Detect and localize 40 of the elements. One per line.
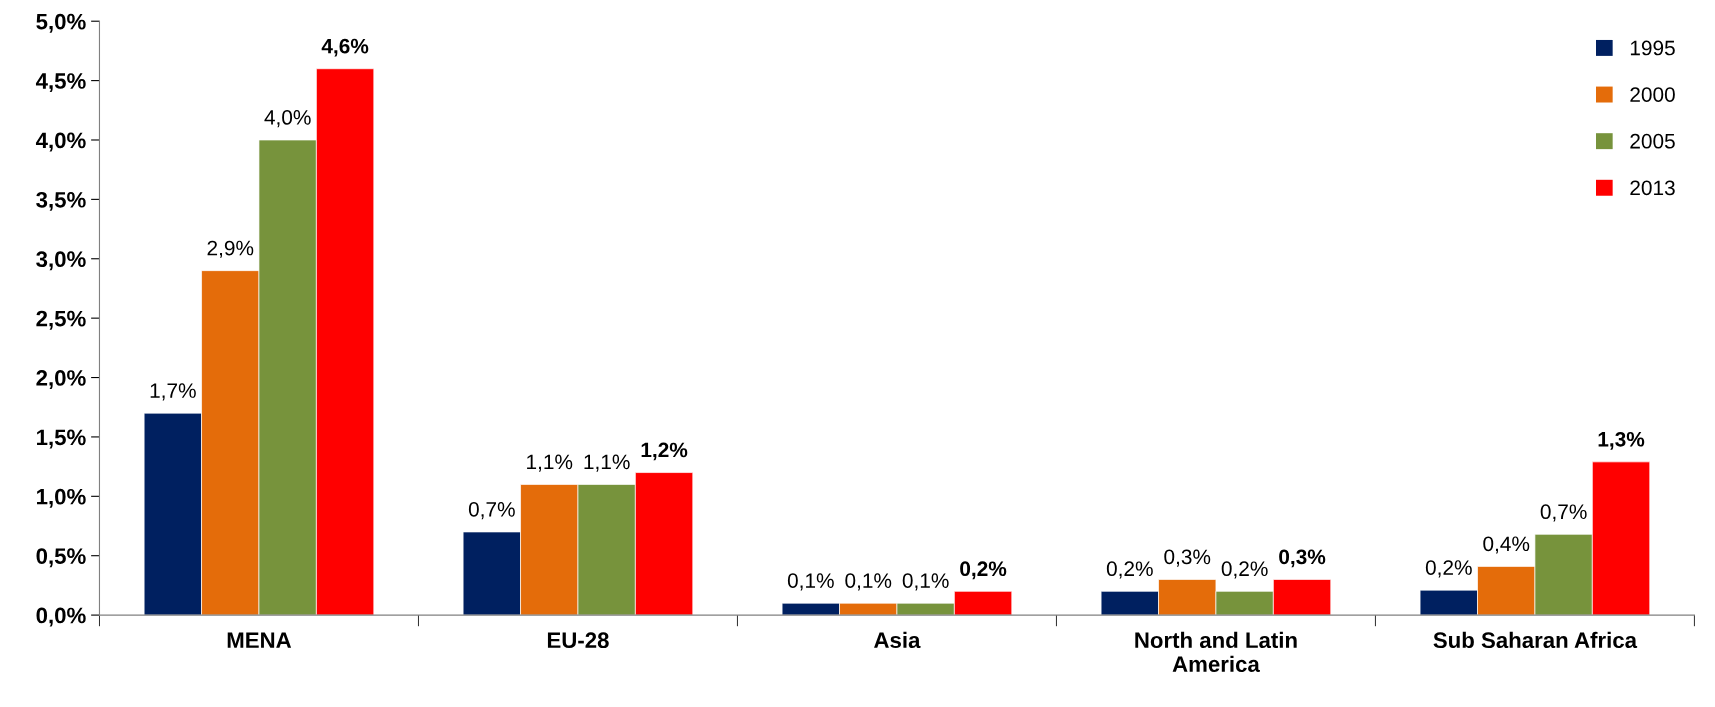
y-tick-label: 5,0% — [36, 13, 86, 33]
x-tick-label: MENA — [227, 632, 292, 648]
data-label: 0,1% — [787, 573, 834, 591]
data-label: 0,3% — [1164, 549, 1211, 567]
data-label: 1,7% — [150, 383, 196, 401]
x-tick-label: EU-28 — [547, 632, 609, 649]
y-tick-label: 2,5% — [36, 310, 86, 330]
legend-label: 2013 — [1630, 180, 1675, 196]
data-label: 0,7% — [1540, 504, 1587, 522]
data-label: 0,3% — [1279, 549, 1326, 568]
y-tick-label: 3,5% — [36, 191, 86, 211]
data-label: 1,3% — [1598, 431, 1645, 450]
data-label: 2,9% — [207, 240, 254, 258]
y-tick-label: 0,0% — [36, 607, 86, 627]
legend-label: 1995 — [1630, 40, 1675, 56]
x-tick-label: Sub Saharan Africa — [1433, 631, 1638, 649]
data-label: 0,2% — [1106, 561, 1153, 579]
y-tick-label: 3,0% — [36, 251, 86, 271]
data-label: 0,1% — [845, 573, 892, 591]
data-label: 0,4% — [1483, 536, 1530, 554]
x-tick-label: Asia — [874, 631, 921, 649]
data-label: 4,0% — [264, 110, 311, 128]
data-label: 0,2% — [1425, 560, 1472, 578]
data-label: 1,1% — [527, 454, 573, 472]
y-tick-label: 1,0% — [37, 488, 86, 508]
y-tick-label: 4,5% — [35, 73, 86, 93]
data-label: 1,2% — [641, 442, 688, 461]
data-label: 0,2% — [1221, 561, 1268, 579]
y-tick-label: 2,0% — [36, 370, 86, 390]
data-label: 0,1% — [902, 573, 949, 591]
data-label: 0,2% — [960, 561, 1007, 580]
y-tick-label: 0,5% — [36, 548, 86, 568]
legend-label: 2005 — [1630, 133, 1675, 149]
data-label: 4,6% — [321, 38, 369, 57]
y-tick-label: 4,0% — [35, 132, 86, 152]
data-label: 1,1% — [584, 454, 630, 472]
x-tick-label: North and Latin America — [1135, 631, 1297, 673]
y-tick-label: 1,5% — [37, 429, 86, 449]
legend-label: 2000 — [1630, 87, 1675, 102]
data-label: 0,7% — [468, 501, 515, 520]
